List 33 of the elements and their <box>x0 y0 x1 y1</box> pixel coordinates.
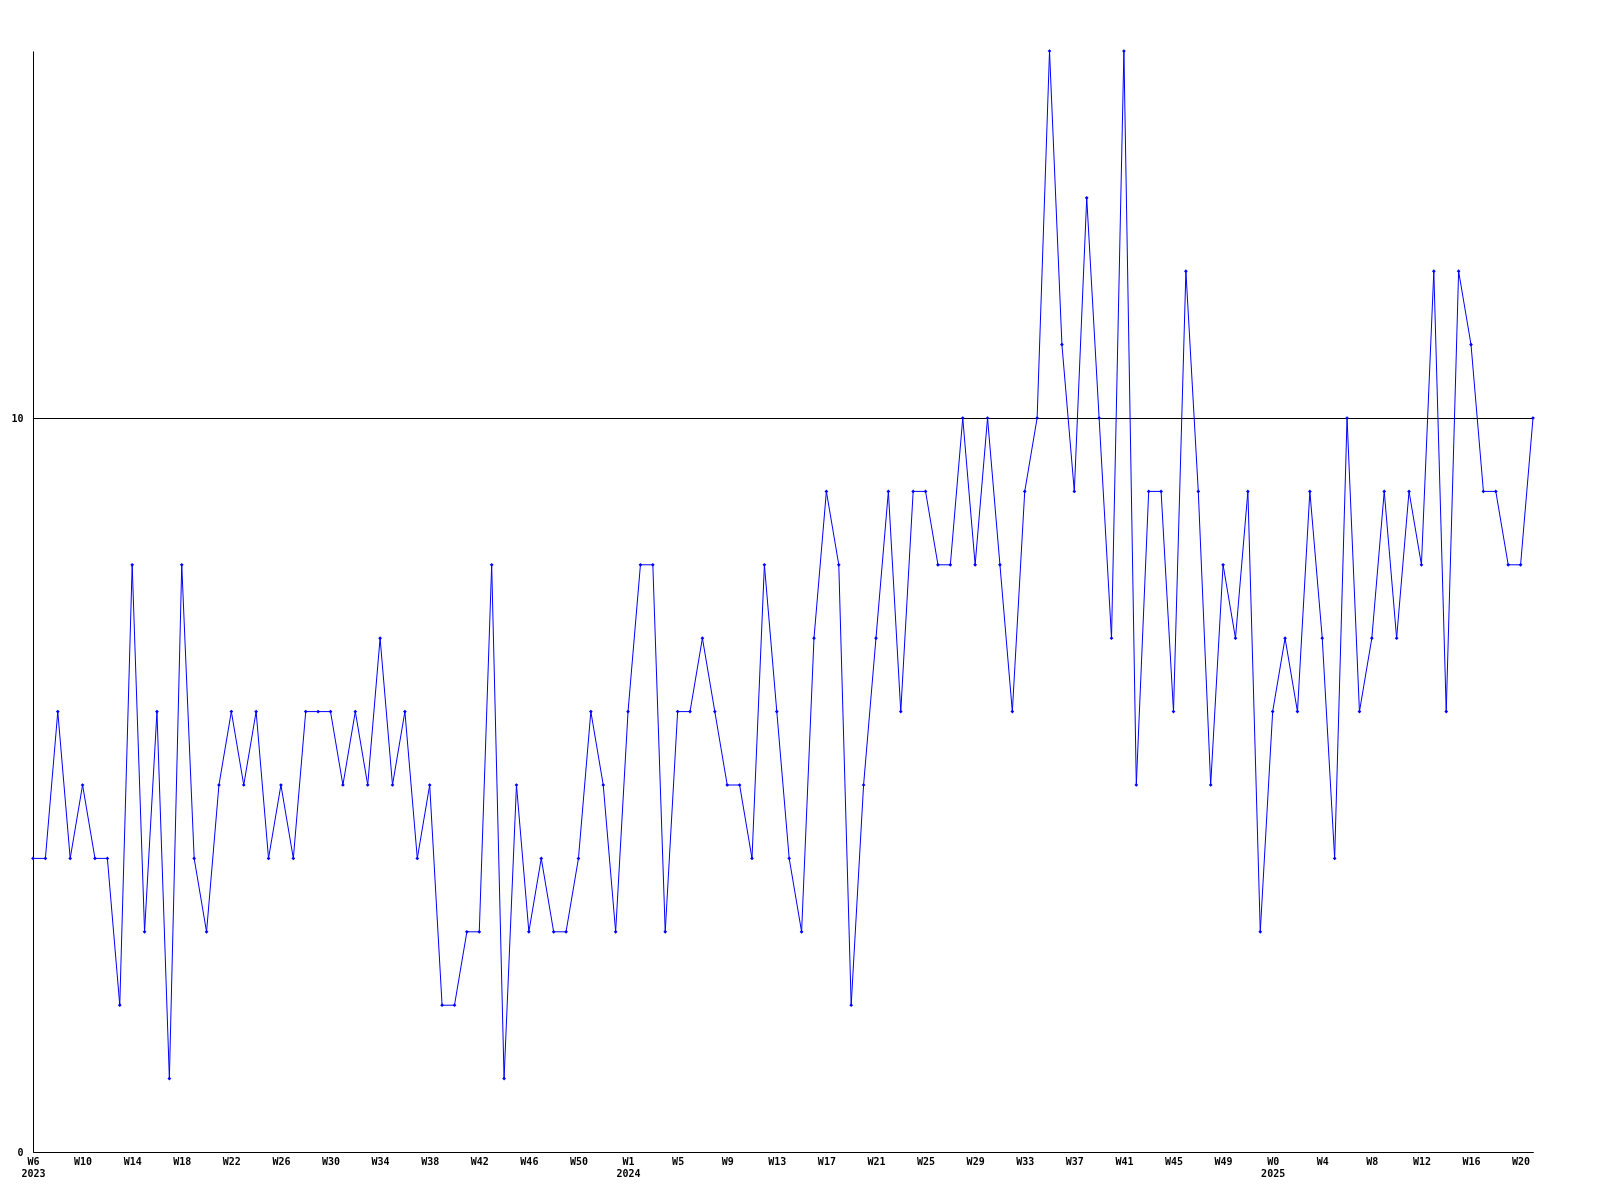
y-tick-label: 10 <box>11 412 24 424</box>
x-tick-label: W6 2023 <box>21 1155 46 1179</box>
x-tick-label: W46 <box>520 1155 539 1167</box>
x-tick-label: W37 <box>1065 1155 1084 1167</box>
x-tick-label: W13 <box>768 1155 787 1167</box>
x-tick-label: W20 <box>1512 1155 1531 1167</box>
x-tick-label: W18 <box>173 1155 192 1167</box>
x-tick-label: W50 <box>569 1155 588 1167</box>
x-tick-label: W33 <box>1016 1155 1035 1167</box>
x-tick-label: W1 2024 <box>616 1155 641 1179</box>
x-tick-label: W25 <box>917 1155 936 1167</box>
x-tick-label: W42 <box>470 1155 489 1167</box>
x-tick-label: W9 <box>721 1155 734 1167</box>
x-tick-label: W41 <box>1115 1155 1134 1167</box>
x-tick-label: W26 <box>272 1155 291 1167</box>
y-tick-label: 0 <box>17 1146 24 1158</box>
x-tick-label: W12 <box>1412 1155 1431 1167</box>
x-tick-label: W21 <box>867 1155 886 1167</box>
x-tick-label: W34 <box>371 1155 390 1167</box>
x-tick-label: W45 <box>1164 1155 1184 1167</box>
x-tick-label: W49 <box>1214 1155 1233 1167</box>
x-tick-label: W5 <box>672 1155 685 1167</box>
x-tick-label: W8 <box>1366 1155 1379 1167</box>
x-tick-label: W30 <box>321 1155 341 1167</box>
x-tick-label: W14 <box>123 1155 142 1167</box>
x-tick-label: W17 <box>817 1155 836 1167</box>
x-tick-label: W38 <box>421 1155 440 1167</box>
x-tick-label: W4 <box>1316 1155 1329 1167</box>
x-tick-label: W0 2025 <box>1261 1155 1286 1179</box>
x-tick-label: W10 <box>74 1155 93 1167</box>
x-tick-label: W29 <box>966 1155 985 1167</box>
x-tick-label: W16 <box>1462 1155 1481 1167</box>
x-tick-label: W22 <box>222 1155 241 1167</box>
